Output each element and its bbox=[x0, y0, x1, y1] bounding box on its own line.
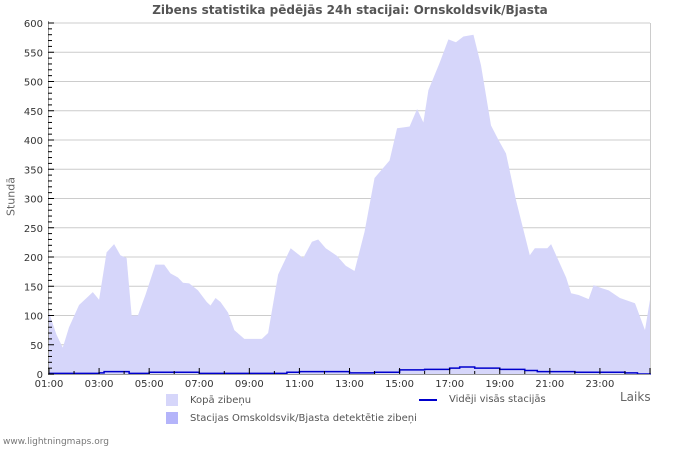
svg-text:21:00: 21:00 bbox=[535, 379, 564, 390]
legend-swatch-station bbox=[166, 412, 178, 424]
legend-swatch-average bbox=[419, 398, 437, 401]
svg-text:03:00: 03:00 bbox=[85, 379, 114, 390]
svg-text:07:00: 07:00 bbox=[185, 379, 214, 390]
svg-text:350: 350 bbox=[24, 165, 43, 176]
legend-item-total: Kopā zibeņu bbox=[166, 394, 251, 406]
svg-text:05:00: 05:00 bbox=[135, 379, 164, 390]
svg-text:01:00: 01:00 bbox=[35, 379, 64, 390]
svg-text:250: 250 bbox=[24, 224, 43, 235]
svg-text:19:00: 19:00 bbox=[485, 379, 514, 390]
svg-text:23:00: 23:00 bbox=[586, 379, 615, 390]
svg-text:17:00: 17:00 bbox=[435, 379, 464, 390]
legend-item-average: Vidēji visās stacijās bbox=[419, 394, 546, 405]
chart-title: Zibens statistika pēdējās 24h stacijai: … bbox=[152, 3, 548, 17]
svg-text:150: 150 bbox=[24, 282, 43, 293]
site-credit: www.lightningmaps.org bbox=[3, 437, 109, 447]
svg-text:100: 100 bbox=[24, 312, 43, 323]
svg-text:13:00: 13:00 bbox=[335, 379, 364, 390]
area-total-lightning bbox=[49, 34, 650, 374]
x-axis-label: Laiks bbox=[620, 390, 651, 404]
svg-text:600: 600 bbox=[24, 19, 43, 30]
svg-text:300: 300 bbox=[24, 195, 43, 206]
tick-labels: 0 50 100 150 200 250 300 350 400 450 500 550 600 01:0… bbox=[24, 19, 614, 390]
svg-text:400: 400 bbox=[24, 136, 43, 147]
axes bbox=[48, 21, 651, 375]
svg-text:0: 0 bbox=[37, 370, 43, 381]
svg-text:09:00: 09:00 bbox=[235, 379, 264, 390]
legend-swatch-total bbox=[166, 394, 178, 406]
svg-text:50: 50 bbox=[30, 341, 43, 352]
legend-label-average: Vidēji visās stacijās bbox=[449, 394, 546, 405]
area-series bbox=[49, 34, 650, 374]
svg-text:500: 500 bbox=[24, 78, 43, 89]
svg-text:15:00: 15:00 bbox=[385, 379, 414, 390]
legend-label-station: Stacijas Omskoldsvik/Bjasta detektētie z… bbox=[190, 412, 417, 424]
svg-text:200: 200 bbox=[24, 253, 43, 264]
legend-item-station: Stacijas Omskoldsvik/Bjasta detektētie z… bbox=[166, 412, 417, 424]
svg-text:550: 550 bbox=[24, 48, 43, 59]
legend-label-total: Kopā zibeņu bbox=[190, 394, 252, 406]
svg-text:11:00: 11:00 bbox=[285, 379, 314, 390]
svg-text:450: 450 bbox=[24, 107, 43, 118]
